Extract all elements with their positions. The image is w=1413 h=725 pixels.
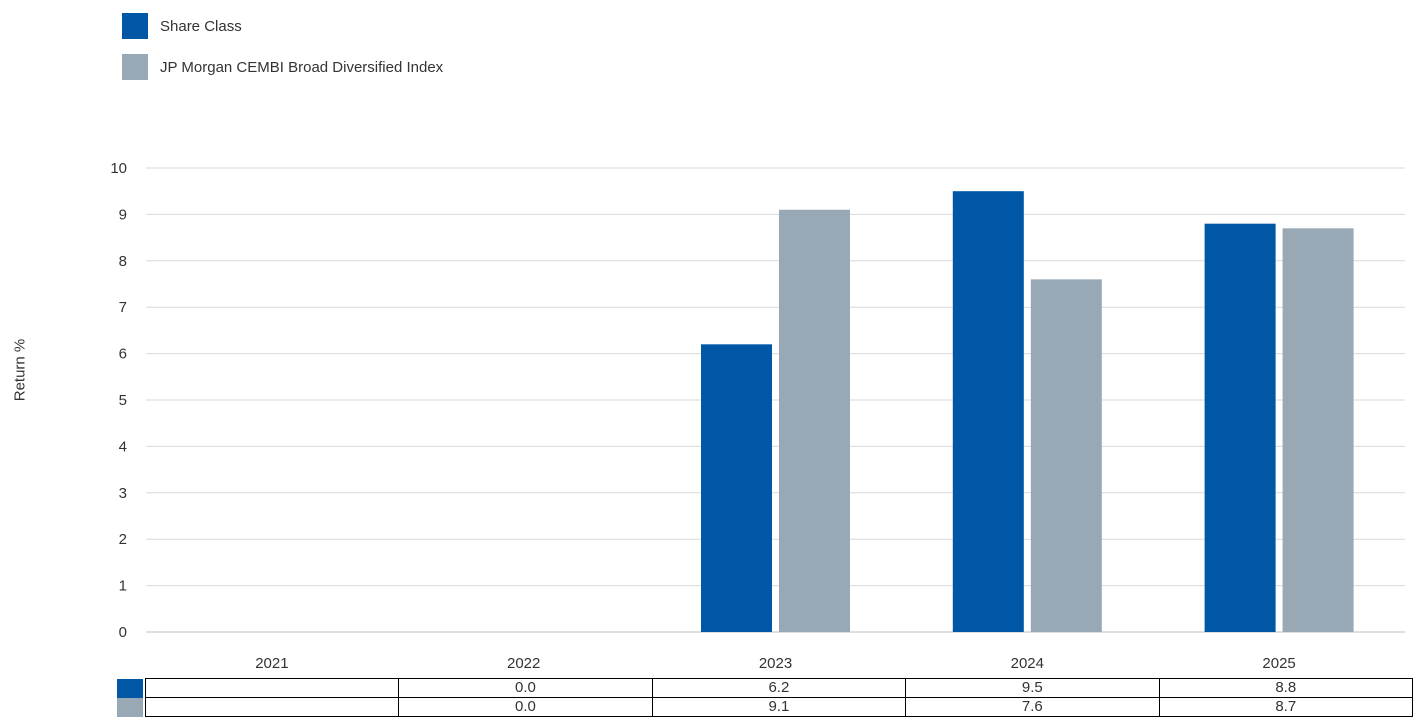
y-tick-label: 3 xyxy=(119,485,127,502)
bar-index-2025 xyxy=(1282,228,1354,632)
bar-share-class-2023 xyxy=(701,344,772,632)
x-tick-label: 2021 xyxy=(255,655,288,672)
table-cell xyxy=(144,697,400,717)
data-table: 0.0 6.2 9.5 8.8 0.0 9.1 7.6 8.7 xyxy=(117,678,1413,717)
table-cell: 6.2 xyxy=(651,678,907,698)
table-cell: 8.8 xyxy=(1158,678,1413,698)
bar-index-2024 xyxy=(1030,279,1102,632)
table-row-index: 0.0 9.1 7.6 8.7 xyxy=(117,697,1413,717)
x-tick-label: 2025 xyxy=(1262,655,1295,672)
table-row-share-class: 0.0 6.2 9.5 8.8 xyxy=(117,678,1413,698)
table-cell xyxy=(144,678,400,698)
x-tick-label: 2023 xyxy=(759,655,792,672)
table-swatch-index xyxy=(117,697,145,717)
bar-share-class-2024 xyxy=(952,191,1024,632)
y-tick-label: 4 xyxy=(119,438,127,455)
table-cell: 9.5 xyxy=(905,678,1160,698)
y-tick-label: 9 xyxy=(119,206,127,223)
bar-chart: 0 1 2 3 4 5 6 7 8 9 10 2021 2022 2023 2024 2025 xyxy=(110,160,1405,672)
legend-swatch-share-class xyxy=(122,13,148,39)
y-tick-label: 2 xyxy=(119,531,127,548)
y-tick-label: 6 xyxy=(119,346,127,363)
y-tick-label: 0 xyxy=(119,624,127,641)
table-cell: 9.1 xyxy=(651,697,907,717)
table-cell: 8.7 xyxy=(1158,697,1413,717)
legend-label-share-class: Share Class xyxy=(160,18,242,35)
x-tick-label: 2024 xyxy=(1011,655,1044,672)
table-cell: 7.6 xyxy=(905,697,1160,717)
table-cell: 0.0 xyxy=(398,678,653,698)
table-cell: 0.0 xyxy=(398,697,653,717)
legend-label-index: JP Morgan CEMBI Broad Diversified Index xyxy=(160,59,444,76)
y-tick-label: 5 xyxy=(119,392,127,409)
y-tick-label: 8 xyxy=(119,253,127,270)
y-tick-label: 10 xyxy=(110,160,127,177)
y-tick-label: 1 xyxy=(119,578,127,595)
bar-share-class-2025 xyxy=(1204,223,1276,632)
x-tick-label: 2022 xyxy=(507,655,540,672)
bar-index-2023 xyxy=(779,209,850,632)
table-swatch-share-class xyxy=(117,678,145,698)
y-tick-label: 7 xyxy=(119,299,127,316)
legend-swatch-index xyxy=(122,54,148,80)
